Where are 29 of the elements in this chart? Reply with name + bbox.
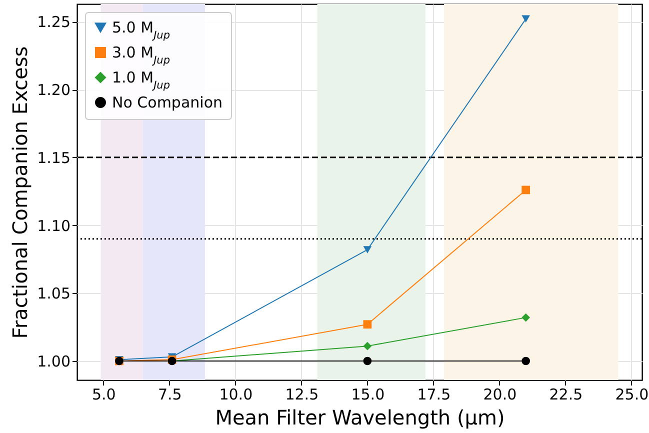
point: [363, 356, 372, 366]
point: [363, 246, 372, 254]
y-tick-label: 1.05: [37, 284, 70, 303]
x-tick-label: 15.0: [351, 386, 385, 404]
x-tick-label: 17.5: [417, 386, 451, 404]
y-tick-label: 1.10: [37, 216, 70, 235]
x-axis-title: Mean Filter Wavelength (μm): [215, 406, 505, 430]
point: [363, 342, 372, 350]
legend-label: No Companion: [112, 94, 223, 112]
legend-label: 3.0 M$_{Jup}$: [112, 44, 170, 66]
y-tick-label: 1.25: [37, 13, 70, 32]
point: [522, 356, 530, 366]
x-tick-label: 7.5: [158, 386, 182, 404]
point: [522, 313, 530, 322]
x-tick-label: 25.0: [615, 386, 649, 404]
y-tick-label: 1.00: [37, 352, 70, 370]
point: [522, 15, 530, 23]
x-tick-label: 12.5: [285, 386, 319, 404]
x-tick-label: 10.0: [219, 386, 253, 404]
y-axis-title: Fractional Companion Excess: [8, 46, 32, 339]
y-tick-label: 1.20: [37, 81, 70, 100]
x-tick-label: 22.5: [549, 386, 583, 404]
x-tick-label: 20.0: [483, 386, 517, 404]
legend-label: 1.0 M$_{Jup}$: [112, 68, 170, 92]
point: [363, 320, 372, 329]
x-tick-label: 5.0: [92, 386, 116, 404]
y-tick-label: 1.15: [37, 148, 70, 167]
legend-label: 5.0 M$_{Jup}$: [112, 18, 170, 42]
point: [522, 186, 530, 194]
